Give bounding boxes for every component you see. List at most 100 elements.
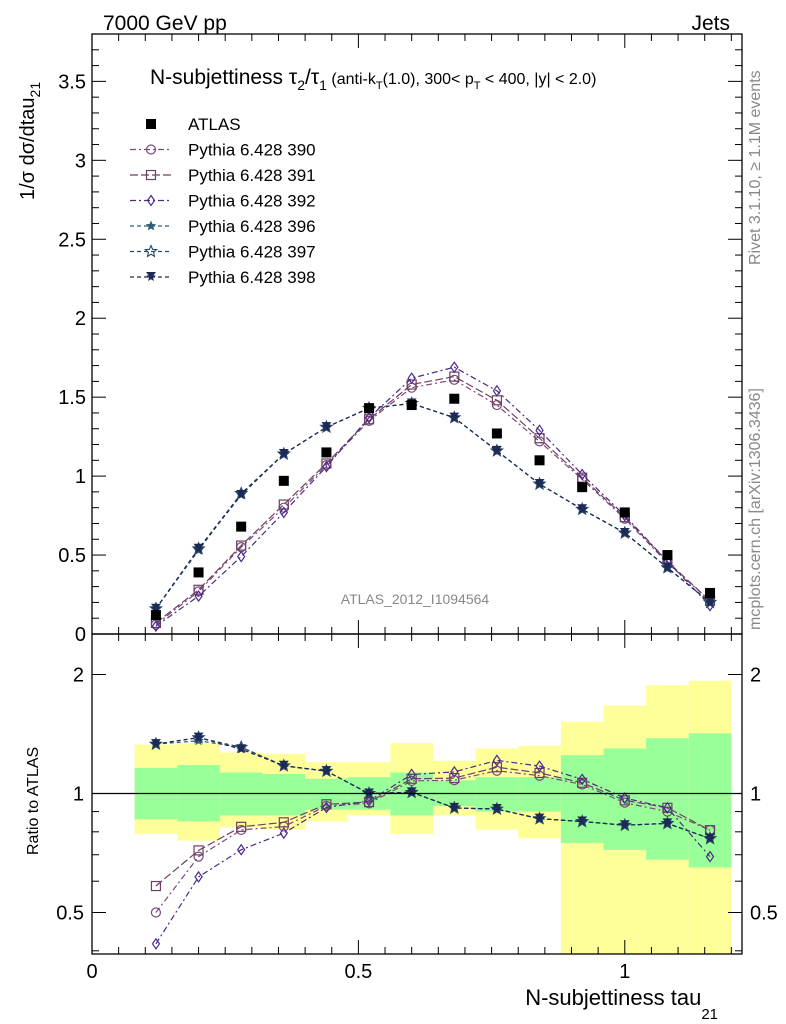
ratio-point — [319, 763, 334, 778]
series-point — [662, 562, 673, 572]
band-inner-bin — [603, 748, 647, 850]
ratio-line — [155, 766, 711, 887]
plot-frames: 0 0.5 1 1.5 2 2.5 3 3.5 0.5 0.5 1 1 2 2 0 0.5 1 — [56, 33, 778, 983]
y-tick-label: 2.5 — [58, 229, 86, 251]
ratio-point — [450, 765, 459, 778]
ratio-y-tick-label: 0.5 — [56, 903, 84, 925]
ratio-point — [534, 767, 545, 779]
header-left: 7000 GeV pp — [103, 12, 227, 35]
series-point — [450, 361, 459, 374]
ratio-point — [619, 795, 630, 806]
legend-marker — [143, 244, 159, 258]
legend-label: Pythia 6.428 392 — [188, 192, 316, 211]
ratio-point — [532, 811, 547, 825]
x-tick-label: 1 — [619, 961, 630, 983]
analysis-watermark: ATLAS_2012_I1094564 — [341, 591, 490, 607]
series-point — [321, 422, 332, 432]
ratio-y-tick-label-right: 0.5 — [750, 903, 778, 925]
legend-marker — [145, 169, 157, 181]
ratio-point — [194, 870, 203, 883]
data-point — [364, 403, 375, 414]
ratio-point — [364, 794, 374, 807]
legend-label: Pythia 6.428 396 — [188, 217, 316, 236]
series-point — [151, 620, 161, 633]
ratio-line — [155, 759, 711, 945]
series-point — [364, 411, 374, 424]
ratio-point — [577, 816, 587, 826]
ratio-point — [489, 801, 504, 816]
series-point — [236, 550, 246, 563]
ratio-panel-series — [148, 730, 718, 950]
data-point — [321, 447, 332, 458]
data-point — [491, 428, 502, 439]
ratio-point — [236, 744, 246, 754]
data-point — [534, 455, 545, 466]
ratio-point — [193, 732, 204, 742]
series-line — [155, 402, 711, 610]
ratio-point — [662, 818, 673, 828]
ratio-point — [492, 804, 502, 814]
series-line — [155, 402, 711, 610]
series-layer — [92, 361, 742, 950]
ratio-line — [155, 770, 711, 913]
series-point — [321, 458, 332, 469]
legend-marker — [145, 220, 157, 231]
ratio-point — [150, 907, 162, 918]
ratio-point — [491, 762, 503, 773]
ratio-point — [279, 827, 289, 840]
ratio-point — [191, 730, 206, 744]
series-point — [575, 501, 590, 516]
series-point — [617, 525, 632, 539]
series-line — [155, 366, 711, 627]
y-tick-label: 0 — [75, 624, 86, 646]
series-point — [535, 424, 544, 437]
series-point — [406, 379, 417, 390]
ratio-point — [449, 802, 460, 812]
series-point — [532, 476, 547, 491]
y-tick-label: 1 — [75, 466, 86, 488]
series-line — [155, 402, 711, 610]
main-ylabel: 1/σ dσ/dtau21 — [17, 82, 43, 200]
y-tick-label: 0.5 — [58, 545, 86, 567]
series-point — [577, 468, 587, 481]
ratio-point — [322, 801, 331, 814]
legend-label: ATLAS — [188, 115, 241, 134]
series-point — [194, 590, 203, 603]
series-point — [193, 543, 204, 553]
ratio-point — [321, 766, 332, 776]
ratio-point — [705, 850, 715, 863]
ratio-point — [321, 799, 332, 810]
series-point — [191, 541, 206, 555]
data-point — [406, 400, 417, 411]
data-point — [577, 482, 588, 493]
legend-label: Pythia 6.428 390 — [188, 141, 316, 160]
series-point — [702, 594, 718, 609]
legend-marker — [146, 194, 156, 207]
legend-label: Pythia 6.428 397 — [188, 243, 316, 262]
series-point — [193, 584, 204, 595]
series-point — [534, 479, 545, 488]
ratio-point — [449, 772, 460, 784]
ratio-y-tick-label-right: 2 — [750, 665, 761, 687]
series-point — [620, 527, 630, 537]
series-point — [278, 499, 289, 510]
series-line — [155, 379, 711, 625]
ratio-point — [577, 777, 588, 788]
series-point — [236, 490, 246, 500]
band-inner-bin — [646, 738, 689, 860]
ratio-point — [705, 833, 715, 843]
x-tick-label: 0 — [86, 961, 97, 983]
ratio-point — [151, 739, 161, 749]
y-tick-label: 3 — [75, 150, 86, 172]
legend-marker — [146, 119, 156, 129]
series-point — [407, 372, 416, 385]
ratio-point — [148, 736, 163, 751]
data-point — [705, 587, 716, 598]
y-tick-label: 2 — [75, 308, 86, 330]
main-panel-series — [148, 361, 718, 633]
ratio-point — [193, 851, 204, 862]
ratio-point — [577, 773, 587, 786]
ratio-point — [193, 845, 204, 856]
series-point — [449, 412, 460, 422]
